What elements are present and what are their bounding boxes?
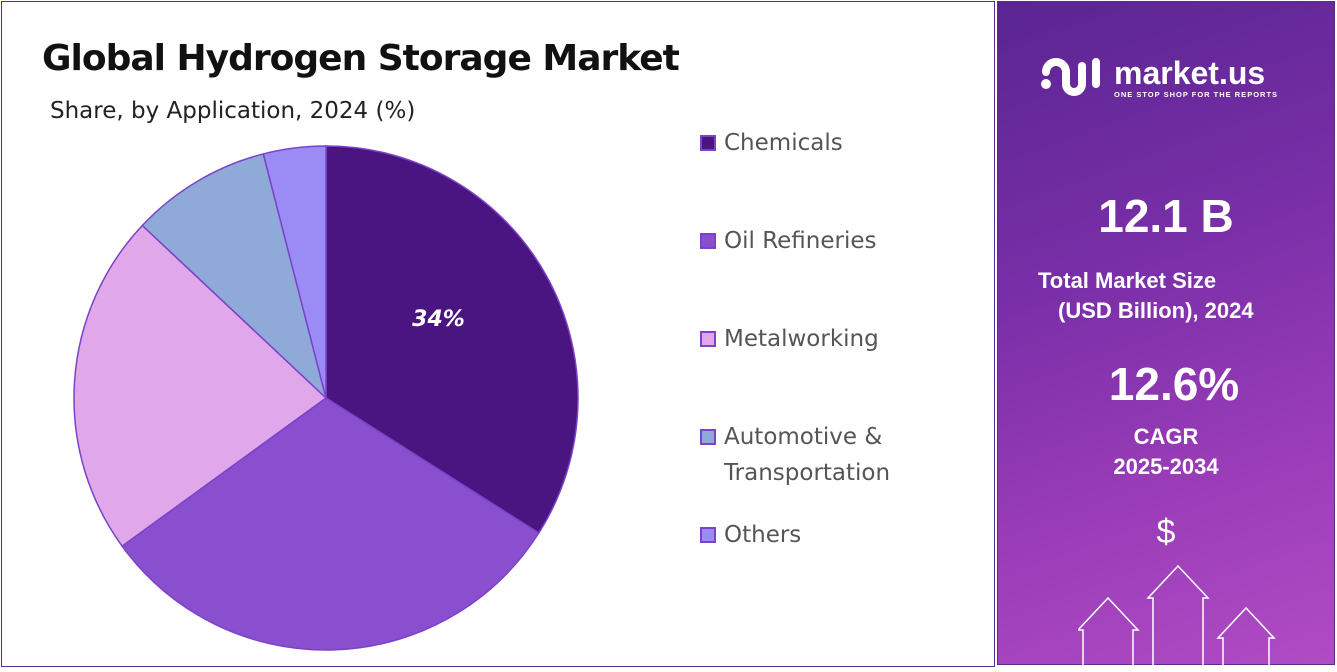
legend: Chemicals Oil Refineries Metalworking Autom… bbox=[700, 125, 980, 553]
pie-slice-metalworking bbox=[73, 224, 328, 548]
pie-chart: 34% bbox=[73, 145, 579, 651]
logo-icon bbox=[1041, 58, 1100, 96]
pie-slice-others bbox=[262, 145, 327, 399]
legend-item: Others bbox=[700, 517, 980, 553]
cagr-value: 12.6% bbox=[1108, 358, 1240, 410]
cagr-period: 2025-2034 bbox=[1113, 454, 1219, 479]
legend-swatch bbox=[700, 527, 716, 543]
pie-slice-automotive-transportation bbox=[141, 153, 328, 401]
legend-label: Chemicals bbox=[724, 125, 843, 161]
logo-tagline: ONE STOP SHOP FOR THE REPORTS bbox=[1114, 90, 1279, 99]
legend-label-line: Oil Refineries bbox=[724, 228, 877, 254]
market-size-unit: (USD Billion), 2024 bbox=[1058, 298, 1254, 323]
legend-label-line: Metalworking bbox=[724, 326, 879, 352]
legend-item: Metalworking bbox=[700, 321, 980, 357]
market-us-logo: market.us ONE STOP SHOP FOR THE REPORTS bbox=[1038, 54, 1328, 102]
cagr-label: CAGR bbox=[1133, 424, 1199, 449]
legend-label: Others bbox=[724, 517, 801, 553]
legend-label-line: Automotive & bbox=[724, 424, 883, 450]
pie-slice-oil-refineries bbox=[121, 397, 540, 651]
legend-label-line: Others bbox=[724, 522, 802, 548]
chart-subtitle: Share, by Application, 2024 (%) bbox=[50, 98, 416, 124]
market-size-label: Total Market Size bbox=[1038, 268, 1217, 293]
legend-item: Oil Refineries bbox=[700, 223, 980, 259]
pie-slice-chemicals bbox=[325, 145, 579, 535]
data-label: 34% bbox=[412, 307, 465, 332]
legend-item: Chemicals bbox=[700, 125, 980, 161]
legend-swatch bbox=[700, 429, 716, 445]
legend-label-line: Transportation bbox=[724, 460, 891, 486]
legend-label-line: Chemicals bbox=[724, 130, 843, 156]
legend-swatch bbox=[700, 331, 716, 347]
legend-item: Automotive & Transportation bbox=[700, 419, 980, 491]
summary-panel: market.us ONE STOP SHOP FOR THE REPORTS … bbox=[997, 1, 1335, 672]
chart-frame: Global Hydrogen Storage Market Share, by… bbox=[1, 1, 995, 667]
legend-swatch bbox=[700, 135, 716, 151]
logo-name: market.us bbox=[1114, 55, 1266, 91]
legend-swatch bbox=[700, 233, 716, 249]
dollar-icon: $ bbox=[1156, 513, 1176, 551]
summary-stats: 12.1 B Total Market Size (USD Billion), … bbox=[998, 188, 1334, 552]
legend-label: Oil Refineries bbox=[724, 223, 877, 259]
growth-arrows-icon bbox=[1078, 564, 1276, 672]
legend-label: Metalworking bbox=[724, 321, 879, 357]
market-size-value: 12.1 B bbox=[1098, 190, 1234, 242]
legend-label: Automotive & Transportation bbox=[724, 419, 890, 491]
chart-title: Global Hydrogen Storage Market bbox=[42, 38, 680, 79]
